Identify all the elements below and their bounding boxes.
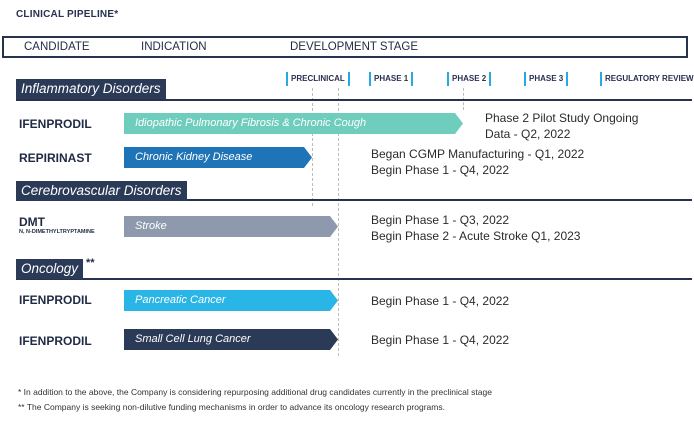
status-line: Begin Phase 1 - Q3, 2022: [371, 213, 510, 227]
indication-label: Small Cell Lung Cancer: [135, 333, 251, 345]
pipeline-bar-shape: [124, 290, 338, 311]
candidate-name: IFENPRODIL: [19, 117, 92, 131]
stage-label-regulatory-review: REGULATORY REVIEW: [600, 72, 694, 86]
pipeline-bar-shape: [124, 113, 463, 134]
indication-label: Stroke: [135, 220, 167, 232]
indication-label: Idiopathic Pulmonary Fibrosis & Chronic …: [135, 117, 367, 129]
status-text: Began CGMP Manufacturing - Q1, 2022 Begin…: [371, 146, 584, 178]
candidate-name: IFENPRODIL: [19, 334, 92, 348]
indication-label: Chronic Kidney Disease: [135, 151, 253, 163]
candidate-subtitle: N, N-DIMETHYLTRYPTAMINE: [19, 229, 95, 235]
status-line: Begin Phase 2 - Acute Stroke Q1, 2023: [371, 229, 581, 243]
pipeline-bar-shape: [124, 329, 338, 350]
oncology-footnote-mark: **: [86, 257, 95, 269]
candidate-name: REPIRINAST: [19, 151, 92, 165]
status-line: Data - Q2, 2022: [485, 127, 571, 141]
stage-label-phase-3: PHASE 3: [524, 72, 569, 86]
stage-label-phase-1: PHASE 1: [369, 72, 414, 86]
status-text: Phase 2 Pilot Study Ongoing Data - Q2, 20…: [485, 110, 638, 142]
row-separator: [16, 99, 692, 101]
stage-label-phase-2: PHASE 2: [447, 72, 492, 86]
candidate-name: IFENPRODIL: [19, 293, 92, 307]
pipeline-bar: Idiopathic Pulmonary Fibrosis & Chronic …: [124, 113, 463, 134]
page-title: CLINICAL PIPELINE*: [16, 9, 119, 20]
pipeline-bar-shape: [124, 147, 312, 168]
pipeline-bar: Chronic Kidney Disease: [124, 147, 312, 168]
row-separator: [16, 278, 692, 280]
row-separator: [16, 199, 692, 201]
status-line: Phase 2 Pilot Study Ongoing: [485, 111, 639, 125]
pipeline-bar: Small Cell Lung Cancer: [124, 329, 338, 350]
candidate-name: DMT: [19, 215, 45, 229]
status-text: Begin Phase 1 - Q3, 2022 Begin Phase 2 - …: [371, 212, 580, 244]
status-text: Begin Phase 1 - Q4, 2022: [371, 293, 509, 309]
status-line: Began CGMP Manufacturing - Q1, 2022: [371, 147, 585, 161]
indication-column-header: INDICATION: [141, 41, 207, 53]
pipeline-bar: Stroke: [124, 216, 338, 237]
status-line: Begin Phase 1 - Q4, 2022: [371, 163, 510, 177]
pipeline-bar-shape: [124, 216, 338, 237]
indication-label: Pancreatic Cancer: [135, 294, 226, 306]
development-stage-column-header: DEVELOPMENT STAGE: [290, 41, 419, 53]
guide-line: [312, 88, 313, 206]
guide-line: [338, 88, 339, 356]
status-line: Begin Phase 1 - Q4, 2022: [371, 294, 510, 308]
footnote-oncology: ** The Company is seeking non-dilutive f…: [18, 402, 445, 412]
status-line: Begin Phase 1 - Q4, 2022: [371, 333, 510, 347]
category-oncology: Oncology: [16, 259, 84, 279]
candidate-column-header: CANDIDATE: [24, 41, 90, 53]
stage-label-preclinical: PRECLINICAL: [286, 72, 350, 86]
category-cerebrovascular-disorders: Cerebrovascular Disorders: [16, 181, 187, 201]
table-header: CANDIDATE INDICATION DEVELOPMENT STAGE: [2, 36, 688, 58]
status-text: Begin Phase 1 - Q4, 2022: [371, 332, 509, 348]
category-inflammatory-disorders: Inflammatory Disorders: [16, 79, 166, 99]
footnote-preclinical: * In addition to the above, the Company …: [18, 387, 492, 397]
pipeline-bar: Pancreatic Cancer: [124, 290, 338, 311]
